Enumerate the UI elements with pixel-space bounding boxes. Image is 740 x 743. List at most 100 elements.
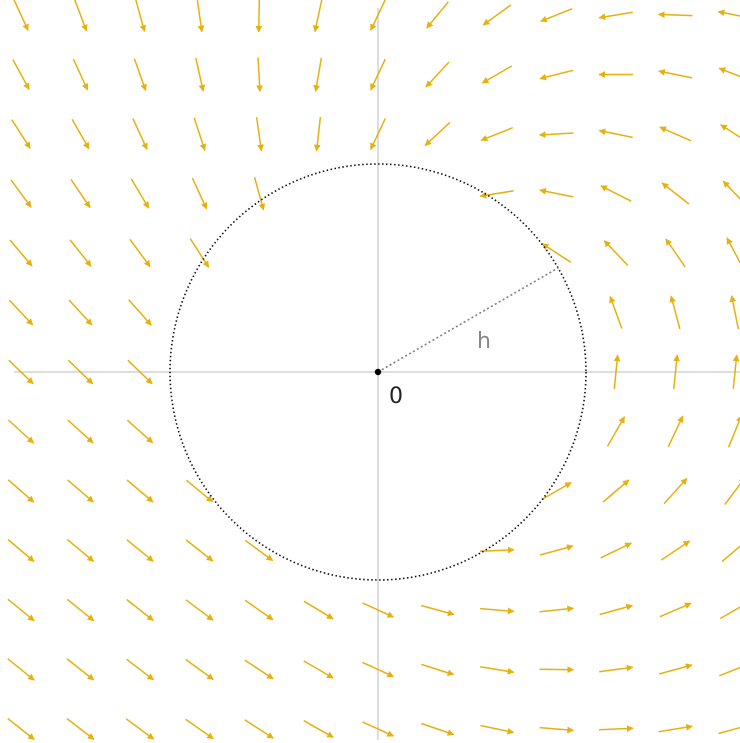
field-arrow [69, 239, 92, 267]
field-arrow [659, 126, 692, 142]
field-arrow [66, 598, 95, 622]
field-arrow [253, 176, 266, 211]
field-arrow [196, 0, 205, 33]
field-arrow [727, 415, 740, 448]
field-arrow [479, 190, 514, 199]
field-arrow [539, 726, 575, 734]
field-arrow [7, 538, 35, 563]
field-arrow [665, 238, 686, 268]
origin-point [374, 368, 382, 376]
field-arrow [191, 177, 208, 210]
field-arrow [724, 476, 740, 506]
field-arrow [669, 295, 681, 330]
field-arrow [312, 0, 323, 33]
radius-line [377, 267, 559, 373]
field-arrow [126, 539, 154, 562]
field-arrow [362, 661, 395, 678]
field-arrow [67, 479, 94, 503]
field-arrow [244, 539, 274, 562]
field-arrow [426, 1, 449, 29]
field-arrow [718, 67, 740, 78]
field-arrow [185, 658, 214, 681]
field-arrow [599, 603, 634, 616]
field-arrow [424, 121, 451, 147]
field-arrow [185, 539, 214, 562]
field-arrow [599, 664, 634, 673]
field-arrow [129, 238, 151, 268]
field-arrow [244, 719, 274, 739]
field-arrow [12, 59, 30, 90]
field-arrow [718, 726, 740, 735]
field-arrow [132, 118, 148, 151]
field-arrow [7, 479, 35, 503]
field-arrow [370, 58, 386, 91]
field-arrow [421, 663, 455, 676]
field-arrow [667, 415, 684, 448]
field-arrow [480, 724, 515, 735]
field-arrow [13, 0, 29, 32]
field-arrow [539, 188, 574, 198]
field-arrow [606, 416, 626, 447]
field-arrow [718, 666, 740, 677]
field-arrow [7, 419, 35, 444]
field-arrow [10, 179, 32, 208]
field-arrow [658, 69, 693, 79]
origin-label: 0 [389, 384, 403, 409]
field-arrow [7, 598, 35, 622]
field-arrow [370, 0, 386, 32]
field-arrow [8, 299, 34, 326]
field-arrow [598, 725, 634, 732]
field-arrow [195, 57, 206, 92]
field-arrow [126, 479, 154, 503]
field-arrow [482, 4, 512, 26]
field-arrow [128, 299, 152, 326]
field-arrow [135, 0, 147, 33]
field-arrow [67, 359, 94, 385]
field-arrow [539, 69, 574, 81]
field-arrow [362, 602, 395, 618]
field-arrow [600, 542, 632, 559]
field-arrow [66, 539, 95, 562]
field-arrow [70, 178, 91, 209]
field-arrow [663, 477, 688, 505]
field-arrow [255, 117, 264, 152]
field-arrow [313, 57, 323, 92]
field-arrow [71, 118, 90, 150]
field-arrow [126, 658, 155, 681]
field-arrow [133, 58, 147, 92]
field-arrow [603, 240, 629, 266]
field-arrow [244, 599, 274, 621]
field-arrow [126, 419, 154, 444]
field-arrow [722, 180, 740, 200]
field-arrow [193, 117, 207, 151]
field-arrow [303, 660, 334, 679]
field-arrow [717, 9, 740, 17]
field-arrow [127, 359, 153, 385]
field-arrow [185, 599, 214, 621]
field-arrow [66, 658, 95, 681]
field-arrow [11, 119, 31, 149]
field-arrow [613, 354, 621, 389]
field-arrow [481, 65, 513, 84]
field-arrow [256, 57, 263, 93]
field-arrow [420, 604, 455, 617]
field-arrow [74, 0, 88, 32]
field-arrow [721, 545, 740, 563]
field-arrow [421, 722, 455, 736]
field-arrow [185, 718, 214, 740]
field-arrow [7, 717, 35, 741]
field-arrow [9, 239, 33, 267]
field-arrow [657, 11, 693, 18]
field-arrow [66, 718, 95, 740]
field-arrow [658, 663, 693, 675]
field-arrow [189, 238, 210, 268]
field-arrow [126, 598, 154, 622]
field-arrow [72, 58, 89, 91]
radius-label: h [477, 329, 491, 354]
field-arrow [659, 602, 692, 618]
field-arrow [673, 354, 680, 389]
field-arrow [726, 237, 740, 264]
field-arrow [660, 540, 691, 561]
field-arrow [479, 546, 515, 554]
